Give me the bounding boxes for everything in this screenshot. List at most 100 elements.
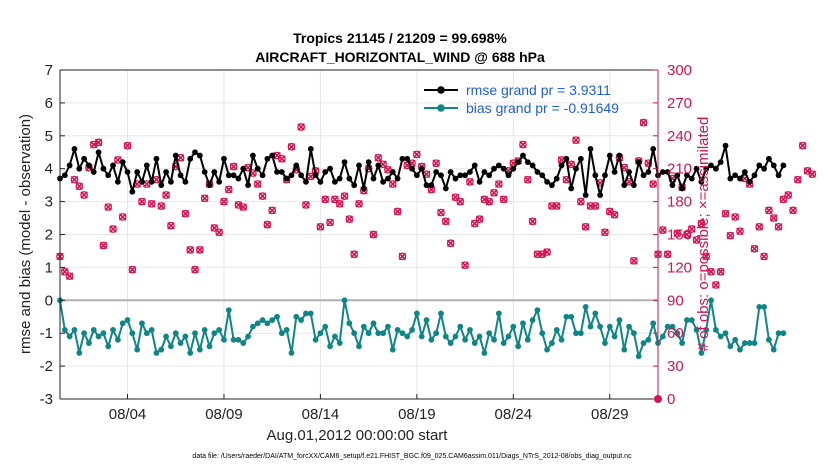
obs-assimilated-point	[393, 207, 402, 216]
obs-assimilated-point	[736, 227, 744, 235]
bias-point	[491, 336, 497, 343]
bias-point	[100, 330, 107, 337]
obs-assimilated-point	[769, 214, 778, 222]
obs-possible-point	[731, 213, 740, 221]
obs-possible-point	[692, 236, 701, 244]
rmse-point	[399, 155, 406, 162]
obs-assimilated-point	[89, 140, 98, 149]
obs-assimilated-point	[461, 261, 469, 269]
bias-point	[317, 330, 324, 337]
rmse-point	[327, 165, 333, 172]
obs-assimilated-point	[567, 160, 575, 169]
rmse-point	[606, 152, 613, 159]
rmse-point	[520, 152, 526, 159]
obs-possible-point	[789, 206, 797, 215]
bias-point	[341, 297, 348, 304]
bias-point	[196, 346, 203, 353]
bias-point	[90, 327, 97, 333]
rmse-point	[732, 172, 739, 179]
rmse-point	[356, 162, 362, 169]
obs-possible-point	[552, 202, 561, 210]
rmse-point	[288, 172, 295, 179]
obs-possible-point	[350, 250, 359, 259]
rmse-point	[81, 155, 88, 162]
obs-possible-point	[200, 194, 209, 203]
bias-point	[110, 327, 116, 333]
bias-point	[568, 313, 575, 320]
bias-point	[761, 303, 767, 310]
obs-assimilated-point	[789, 206, 797, 215]
rmse-point	[770, 162, 777, 169]
obs-assimilated-point	[519, 140, 527, 149]
rmse-point	[645, 169, 652, 175]
obs-possible-point	[335, 199, 344, 208]
obs-assimilated-point	[702, 252, 710, 261]
rmse-point	[100, 165, 107, 172]
obs-assimilated-point	[765, 206, 773, 215]
y-right-tick-label: 90	[667, 292, 684, 309]
obs-assimilated-point	[200, 194, 209, 203]
rmse-point	[775, 172, 782, 179]
rmse-point	[61, 172, 68, 179]
bias-point	[587, 323, 594, 330]
obs-assimilated-point	[253, 180, 262, 188]
obs-assimilated-point	[268, 206, 276, 215]
legend-bias-label: bias grand pr = -0.91649	[466, 100, 619, 116]
bias-point	[674, 330, 681, 337]
obs-assimilated-point	[104, 203, 112, 211]
obs-assimilated-point	[99, 241, 108, 250]
obs-possible-point	[446, 239, 455, 248]
rmse-point	[331, 178, 338, 185]
rmse-point	[630, 182, 637, 189]
obs-possible-point	[490, 188, 498, 197]
obs-assimilated-point	[485, 197, 493, 206]
bias-point	[81, 330, 88, 337]
rmse-point	[269, 152, 276, 159]
obs-assimilated-point	[649, 180, 657, 188]
rmse-point	[703, 165, 710, 172]
y-left-tick-label: 5	[45, 128, 53, 145]
obs-possible-point	[167, 221, 175, 230]
obs-assimilated-point	[731, 213, 739, 221]
obs-assimilated-point	[712, 281, 720, 289]
obs-assimilated-point	[716, 268, 725, 276]
y-left-tick-label: -3	[40, 391, 53, 408]
obs-possible-point	[548, 202, 556, 210]
bias-point	[659, 333, 666, 340]
x-tick-label: 08/09	[205, 406, 243, 423]
obs-assimilated-point	[258, 192, 267, 200]
chart-title: Tropics 21145 / 21209 = 99.698%	[293, 30, 507, 46]
obs-assimilated-point	[750, 244, 759, 253]
obs-possible-point	[138, 197, 146, 206]
rmse-point	[698, 178, 705, 185]
obs-assimilated-point	[721, 209, 730, 218]
rmse-point	[409, 165, 415, 172]
obs-assimilated-point	[630, 257, 638, 265]
rmse-point	[192, 149, 198, 156]
bias-point	[303, 310, 309, 317]
bias-point	[775, 330, 782, 337]
bias-point	[495, 310, 502, 317]
obs-assimilated-point	[374, 153, 383, 162]
rmse-point	[558, 162, 565, 169]
obs-assimilated-point	[432, 159, 440, 167]
obs-possible-point	[658, 226, 667, 234]
bias-point	[756, 303, 763, 310]
obs-possible-point	[104, 203, 113, 211]
rmse-point	[413, 172, 420, 179]
bias-point	[553, 327, 560, 333]
bias-point	[298, 317, 305, 323]
bias-point	[452, 333, 459, 340]
bias-point	[582, 303, 589, 310]
rmse-point	[481, 169, 488, 175]
bias-point	[717, 333, 724, 340]
bias-point	[66, 333, 73, 340]
obs-possible-point	[224, 185, 233, 194]
rmse-point	[404, 155, 411, 162]
bias-point	[520, 320, 526, 327]
rmse-point	[129, 188, 136, 195]
obs-possible-point	[326, 218, 334, 227]
obs-possible-point	[769, 214, 778, 222]
bias-point	[693, 327, 700, 333]
